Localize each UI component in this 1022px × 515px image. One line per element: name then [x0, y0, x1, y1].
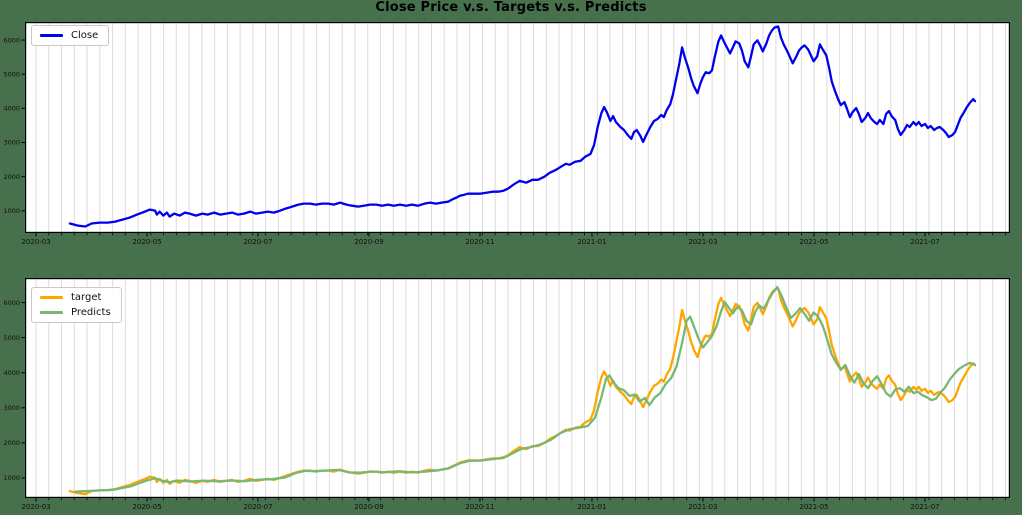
target-line-swatch [40, 296, 63, 299]
y-tick-label: 2000 [3, 173, 20, 181]
axes-border [25, 278, 1010, 499]
legend-item-predicts: Predicts [40, 307, 111, 318]
predicts-line-swatch [40, 311, 63, 314]
x-tick-label: 2021-01 [577, 238, 606, 246]
x-tick-label: 2020-03 [21, 238, 50, 246]
y-tick-label: 5000 [3, 70, 20, 78]
y-tick-label: 4000 [3, 105, 20, 113]
x-tick-label: 2021-07 [910, 238, 939, 246]
x-tick-label: 2020-03 [21, 503, 50, 511]
x-tick-label: 2021-07 [910, 503, 939, 511]
plot-area [25, 22, 1010, 233]
close-line-swatch [40, 34, 63, 37]
axes-border [25, 22, 1010, 234]
x-tick-label: 2021-03 [688, 238, 717, 246]
x-tick-label: 2021-03 [688, 503, 717, 511]
x-tick-label: 2020-09 [354, 238, 383, 246]
chart-title: Close Price v.s. Targets v.s. Predicts [375, 0, 647, 15]
y-tick-label: 4000 [3, 369, 20, 377]
x-tick-label: 2021-05 [799, 503, 828, 511]
legend-bottom: target Predicts [31, 287, 122, 323]
x-tick-label: 2021-01 [577, 503, 606, 511]
x-tick-label: 2020-11 [465, 238, 494, 246]
legend-label-target: target [71, 292, 102, 303]
x-tick-label: 2021-05 [799, 238, 828, 246]
x-tick-label: 2020-07 [243, 238, 272, 246]
y-tick-label: 3000 [3, 404, 20, 412]
series-line-predicts [74, 285, 977, 493]
legend-label-close: Close [71, 30, 99, 41]
legend-top: Close [31, 25, 110, 46]
y-tick-label: 5000 [3, 334, 20, 342]
y-tick-label: 1000 [3, 207, 20, 215]
x-tick-label: 2020-09 [354, 503, 383, 511]
y-tick-label: 6000 [3, 299, 20, 307]
x-tick-label: 2020-05 [132, 238, 161, 246]
x-tick-label: 2020-07 [243, 503, 272, 511]
close-price-chart: 1000 2000 3000 4000 5000 6000 2020-03 2020-05 20… [3, 22, 1010, 246]
target-vs-predicts-chart: 1000 2000 3000 4000 5000 6000 2020-03 2020-05 20… [3, 278, 1010, 511]
x-tick-label: 2020-05 [132, 503, 161, 511]
plot-area [25, 278, 1010, 498]
y-tick-label: 2000 [3, 439, 20, 447]
y-tick-label: 6000 [3, 36, 20, 44]
legend-item-target: target [40, 292, 111, 303]
y-tick-label: 3000 [3, 139, 20, 147]
x-tick-label: 2020-11 [465, 503, 494, 511]
legend-item-close: Close [40, 30, 98, 41]
legend-label-predicts: Predicts [71, 307, 111, 318]
series-line-close [68, 25, 977, 228]
y-tick-label: 1000 [3, 474, 20, 482]
